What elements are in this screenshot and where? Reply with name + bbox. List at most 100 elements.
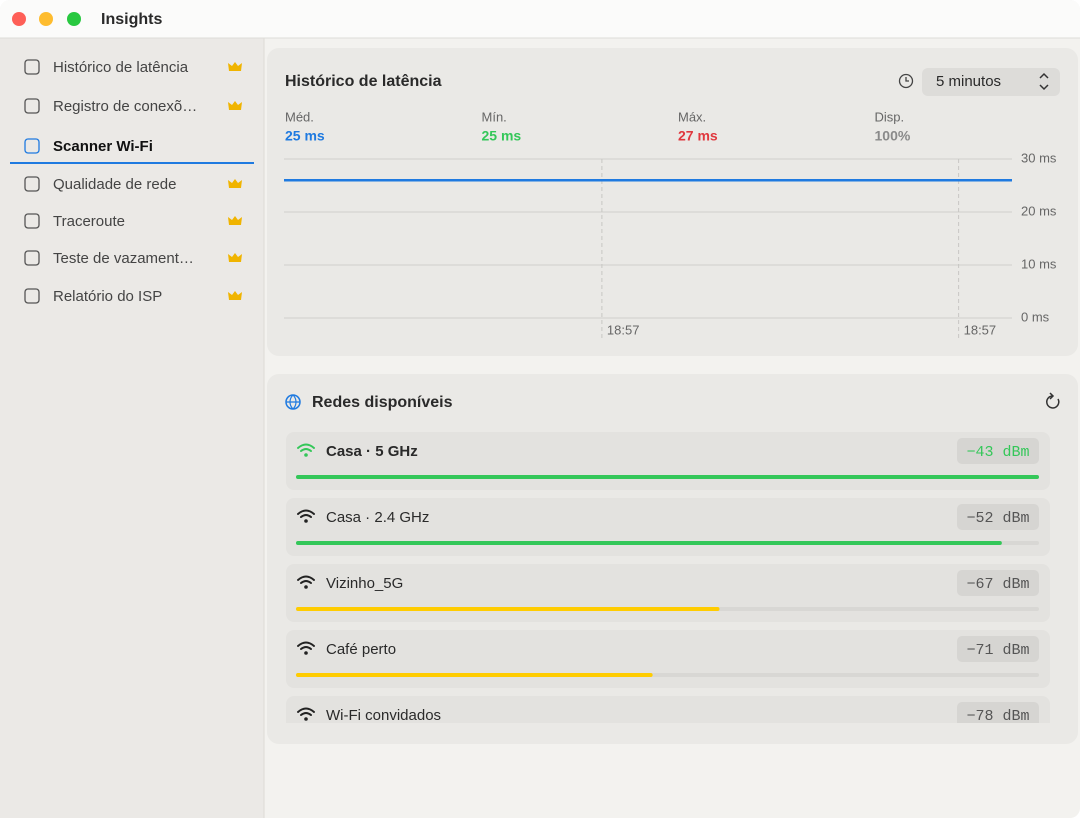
row-bg [286, 696, 1050, 723]
signal-value: −52 dBm [966, 510, 1029, 527]
sidebar-item[interactable]: Relatório do ISP [24, 288, 242, 305]
wifi-icon [297, 509, 315, 518]
stat-label: Mín. [482, 109, 507, 124]
network-row[interactable]: Café perto −71 dBm [286, 630, 1050, 688]
sidebar-item[interactable]: Teste de vazament… [24, 250, 242, 267]
signal-badge [957, 504, 1039, 530]
range-value: 5 minutos [936, 73, 1001, 90]
y-tick-label: 30 ms [1021, 150, 1057, 165]
row-bg [286, 432, 1050, 490]
refresh-button[interactable] [1046, 395, 1060, 409]
icon [24, 176, 40, 192]
card-title: Redes disponíveis [312, 394, 453, 411]
sidebar-label: Relatório do ISP [53, 288, 162, 305]
sidebar-item[interactable]: Traceroute [24, 213, 242, 230]
icon [24, 213, 40, 229]
x-tick-label: 18:57 [964, 322, 997, 337]
sidebar-label: Qualidade de rede [53, 176, 176, 193]
stat-value: 25 ms [482, 128, 522, 144]
crown-icon [228, 253, 242, 262]
wifi-dot [304, 651, 308, 655]
networks-card [267, 374, 1078, 744]
icon [24, 288, 40, 304]
crown-icon [228, 179, 242, 188]
network-list: Casa · 5 GHz −43 dBm Casa · 2.4 GHz −52 dBm… [286, 432, 1050, 754]
icon [24, 59, 40, 75]
sidebar: Histórico de latência Registro de conexõ…… [10, 59, 254, 305]
y-tick-label: 20 ms [1021, 203, 1057, 218]
stats: Méd. 25 ms Mín. 25 ms Máx. 27 ms Disp. 100% [285, 109, 911, 143]
stat-value: 25 ms [285, 128, 325, 144]
y-tick-label: 0 ms [1021, 309, 1050, 324]
sidebar-label: Histórico de latência [53, 59, 189, 76]
sidebar-label: Scanner Wi-Fi [53, 138, 153, 155]
network-name: Vizinho_5G [326, 575, 403, 592]
row-bg [286, 564, 1050, 622]
latency-chart: 0 ms 10 ms 20 ms 30 ms 18:57 18:57 [284, 150, 1057, 340]
sidebar-bg [0, 38, 264, 818]
signal-badge [957, 570, 1039, 596]
stat-label: Méd. [285, 109, 314, 124]
y-tick-label: 10 ms [1021, 256, 1057, 271]
quality-bar [296, 475, 1039, 479]
network-row[interactable]: Vizinho_5G −67 dBm [286, 564, 1050, 622]
crown-icon [228, 291, 242, 300]
icon [24, 250, 40, 266]
signal-value: −71 dBm [966, 642, 1029, 659]
icon [24, 98, 40, 114]
row-bg [286, 630, 1050, 688]
titlebar [0, 0, 1080, 38]
stat-value: 27 ms [678, 128, 718, 144]
wifi-dot [304, 717, 308, 721]
quality-bar [296, 673, 653, 677]
sidebar-item[interactable]: Registro de conexõ… [24, 98, 242, 115]
stat-label: Disp. [875, 109, 905, 124]
sidebar-item[interactable]: Scanner Wi-Fi [10, 138, 254, 164]
wifi-dot [304, 585, 308, 589]
sidebar-item[interactable]: Histórico de latência [24, 59, 242, 76]
crown-icon [228, 101, 242, 110]
icon [24, 138, 40, 154]
stat-value: 100% [875, 128, 911, 144]
network-row[interactable]: Casa · 2.4 GHz −52 dBm [286, 498, 1050, 556]
latency-card [267, 48, 1078, 356]
close-button[interactable] [12, 12, 26, 26]
sidebar-item[interactable]: Qualidade de rede [24, 176, 242, 193]
wifi-dot [304, 519, 308, 523]
globe-lines [286, 394, 300, 410]
network-row[interactable]: Wi-Fi convidados −78 dBm [286, 696, 1050, 754]
row-bg [286, 498, 1050, 556]
signal-value: −67 dBm [966, 576, 1029, 593]
network-name: Casa · 2.4 GHz [326, 509, 429, 526]
signal-badge [957, 636, 1039, 662]
wifi-icon [297, 575, 315, 584]
network-name: Casa · 5 GHz [326, 443, 418, 460]
refresh-arrow [1049, 392, 1055, 400]
wifi-dot [304, 453, 308, 457]
network-name: Café perto [326, 641, 396, 658]
chevron [1039, 72, 1049, 91]
x-tick-label: 18:57 [607, 322, 640, 337]
stat-label: Máx. [678, 109, 706, 124]
signal-value: −43 dBm [966, 444, 1029, 461]
signal-value: −78 dBm [966, 708, 1029, 725]
crown-icon [228, 62, 242, 71]
wifi-icon [297, 443, 315, 452]
range-picker[interactable] [922, 68, 1060, 96]
clock-hands [905, 77, 909, 82]
network-row[interactable]: Casa · 5 GHz −43 dBm [286, 432, 1050, 490]
wifi-icon [297, 707, 315, 716]
minimize-button[interactable] [39, 12, 53, 26]
window-title: Insights [101, 11, 162, 28]
signal-badge [957, 438, 1039, 464]
sidebar-label: Traceroute [53, 213, 125, 230]
clock-icon [898, 73, 914, 89]
signal-badge [957, 702, 1039, 723]
sidebar-label: Registro de conexõ… [53, 98, 197, 115]
quality-bar [296, 607, 720, 611]
zoom-button[interactable] [67, 12, 81, 26]
wifi-icon [297, 641, 315, 650]
network-name: Wi-Fi convidados [326, 707, 441, 724]
